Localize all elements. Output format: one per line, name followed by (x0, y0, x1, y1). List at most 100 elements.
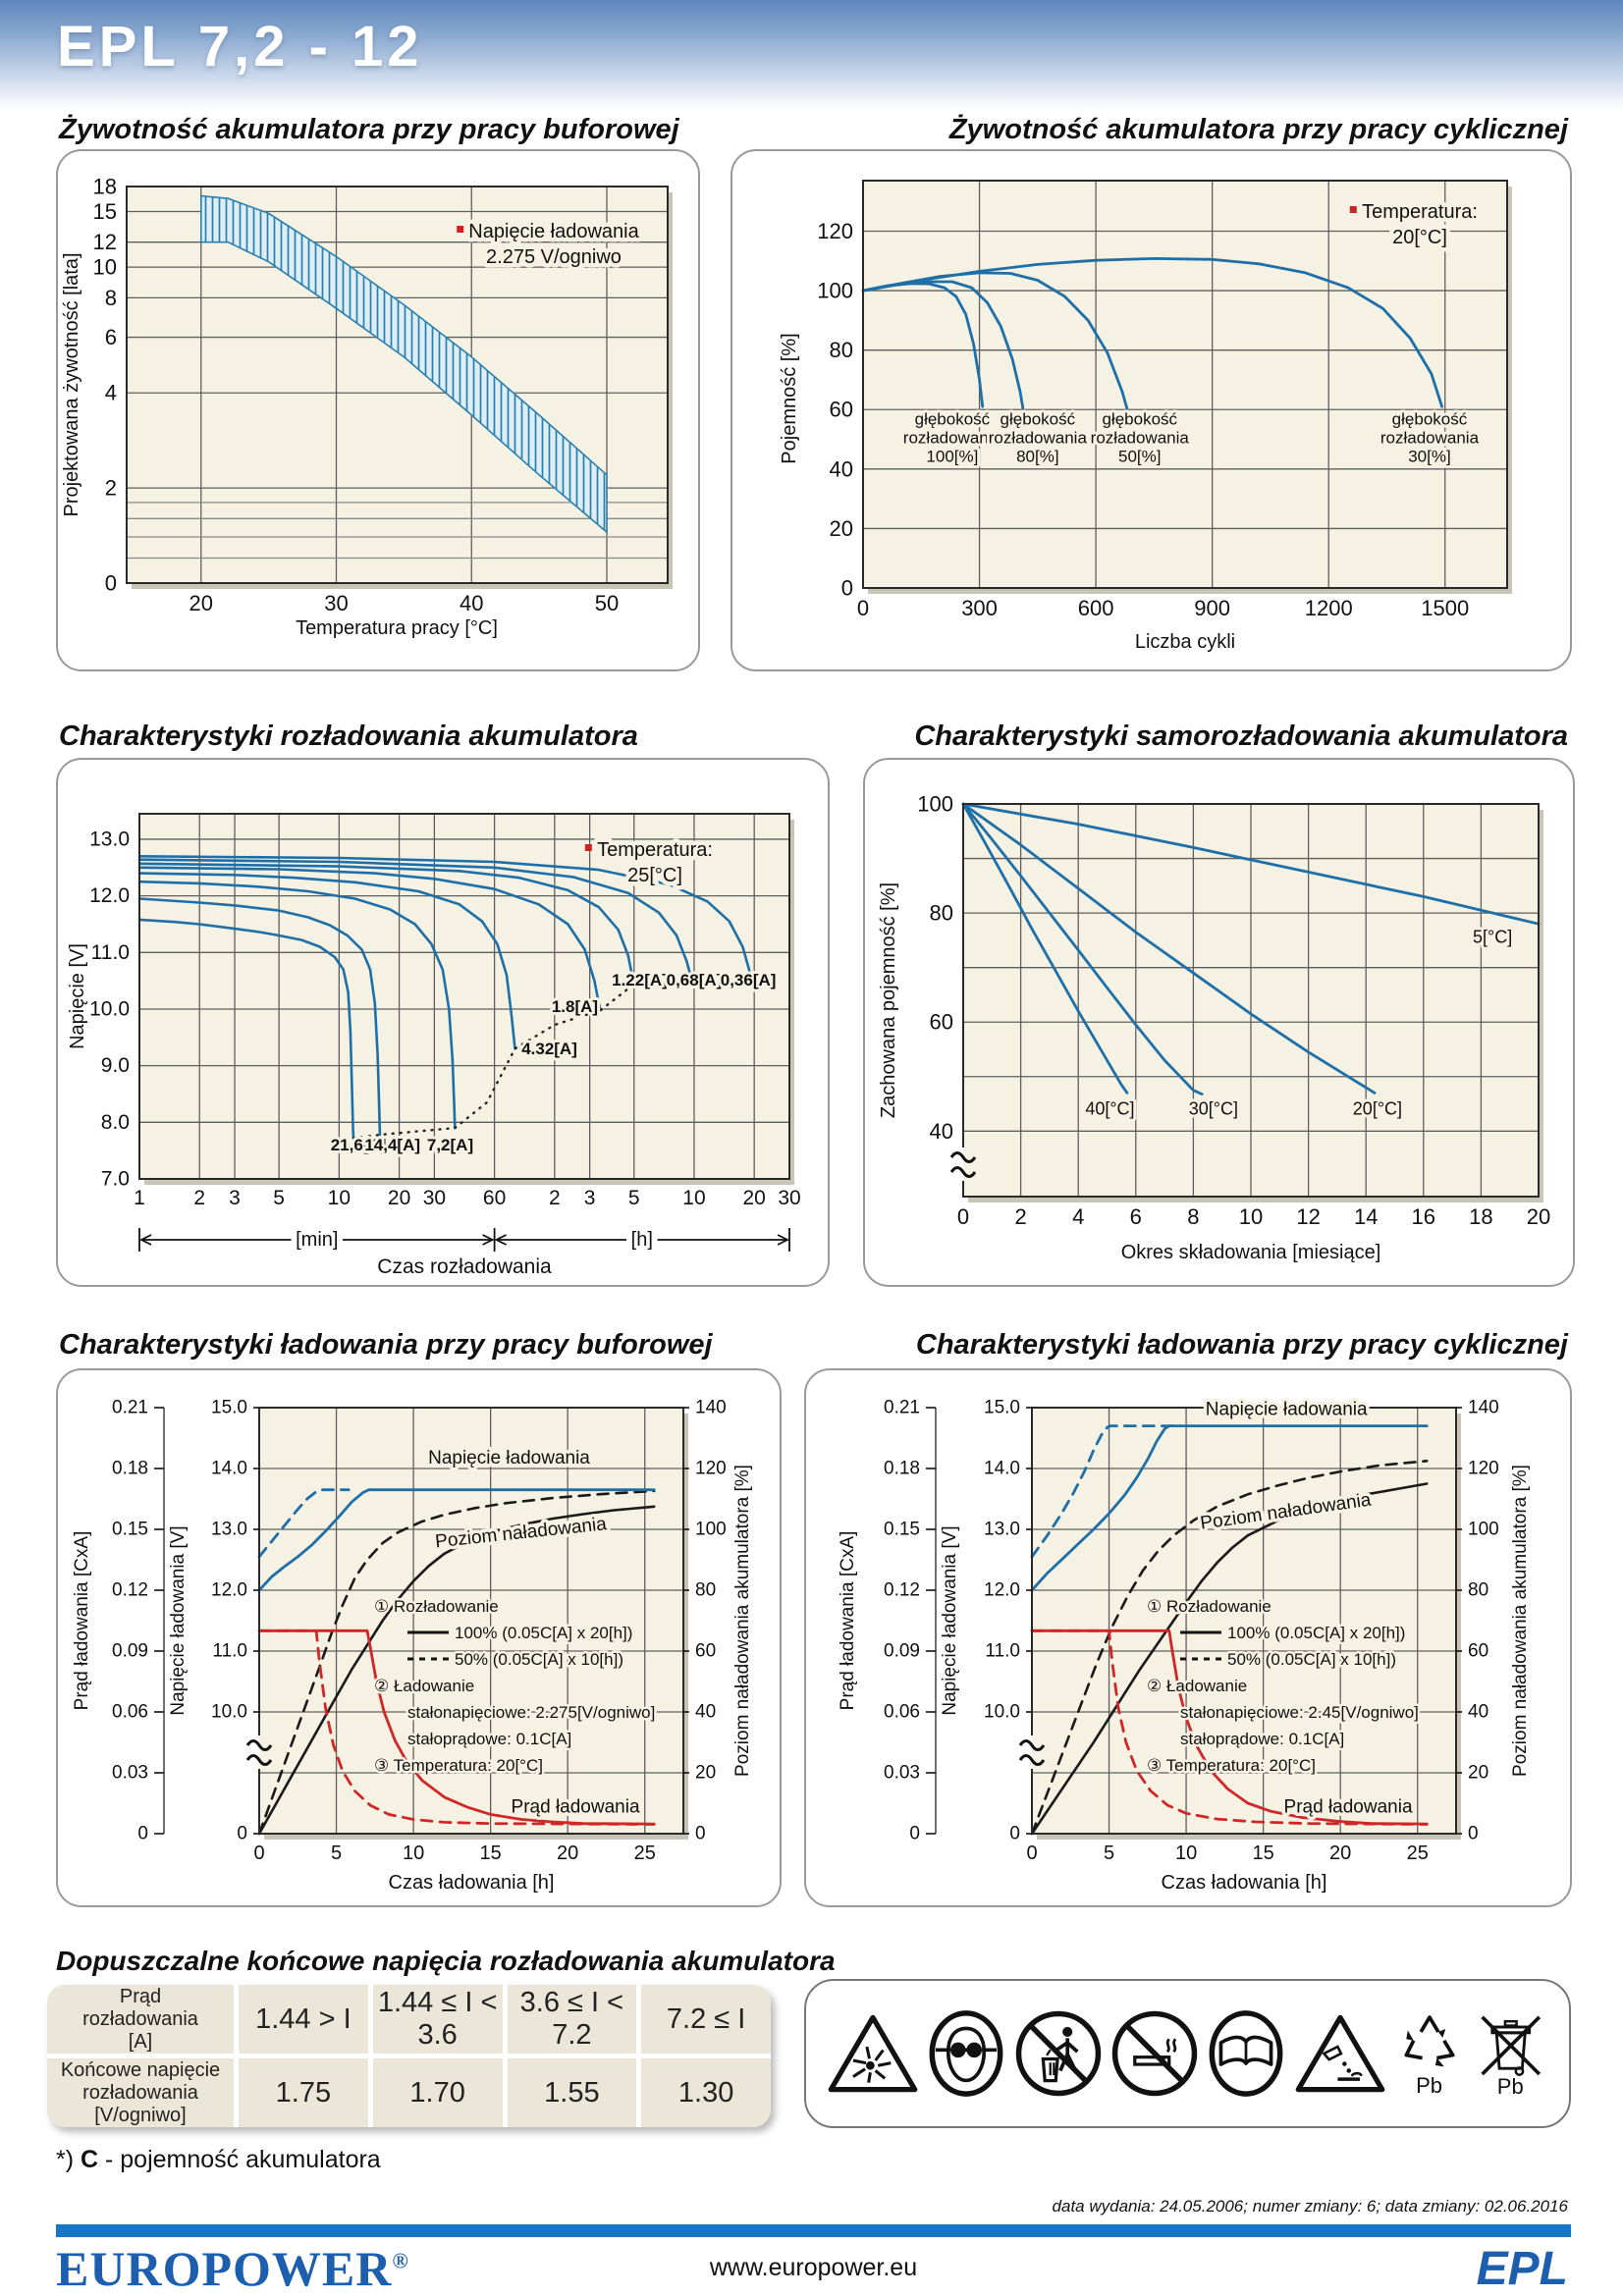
svg-text:2: 2 (105, 476, 117, 501)
svg-text:rozładowania: rozładowania (1091, 428, 1190, 447)
svg-text:Napięcie ładowania [V]: Napięcie ładowania [V] (168, 1525, 189, 1715)
svg-text:100: 100 (695, 1520, 727, 1540)
svg-text:0: 0 (137, 1824, 148, 1844)
svg-text:20: 20 (695, 1763, 716, 1784)
charge-buffer-chart: 0.21 0.18 0.15 0.12 0.09 0.06 0.03 0 15.0 14.0 13.… (72, 1398, 753, 1895)
svg-text:0.06: 0.06 (884, 1702, 920, 1723)
svg-text:60: 60 (1468, 1641, 1488, 1662)
svg-text:14: 14 (1354, 1204, 1378, 1229)
svg-text:głębokość: głębokość (915, 409, 991, 428)
chart-title-self-discharge: Charakterystyki samorozładowania akumula… (914, 721, 1568, 752)
svg-text:80: 80 (1468, 1580, 1488, 1601)
svg-text:100: 100 (817, 279, 853, 303)
svg-text:10: 10 (1239, 1204, 1263, 1229)
svg-text:20: 20 (830, 516, 853, 541)
svg-text:Liczba cykli: Liczba cykli (1135, 631, 1235, 653)
svg-text:0: 0 (957, 1204, 969, 1229)
svg-text:40: 40 (830, 456, 853, 481)
svg-text:0.12: 0.12 (884, 1580, 920, 1601)
svg-text:② Ładowanie: ② Ładowanie (1147, 1677, 1247, 1695)
svg-text:Prąd ładowania: Prąd ładowania (512, 1796, 640, 1817)
svg-text:0,68[A]: 0,68[A] (667, 971, 723, 989)
no-littering-icon (1013, 2008, 1104, 2099)
end-voltage-table: Prąd rozładowania [A] 1.44 > I 1.44 ≤ I … (47, 1985, 771, 2127)
no-smoking-icon (1109, 2008, 1200, 2099)
svg-text:5[°C]: 5[°C] (1473, 928, 1512, 947)
svg-text:głębokość: głębokość (1392, 409, 1468, 428)
svg-text:11.0: 11.0 (212, 1641, 247, 1662)
table-cell: 1.75 (239, 2058, 368, 2127)
discharge-chart: 13.0 12.0 11.0 10.0 9.0 8.0 7.01 2 3 5 10 20 30 60 2 3 5… (67, 813, 801, 1278)
svg-text:Napięcie ładowania [V]: Napięcie ładowania [V] (940, 1525, 960, 1715)
corrosive-hazard-icon (1293, 2008, 1387, 2099)
svg-text:0.21: 0.21 (884, 1398, 920, 1418)
chart-title-charge-cyclic: Charakterystyki ładowania przy pracy cyk… (915, 1329, 1568, 1361)
svg-text:6: 6 (1130, 1204, 1142, 1229)
svg-text:1.22[A]: 1.22[A] (612, 971, 668, 989)
svg-text:③ Temperatura: 20[°C]: ③ Temperatura: 20[°C] (1147, 1756, 1316, 1775)
eye-protection-icon (925, 2006, 1007, 2101)
svg-text:50: 50 (595, 591, 619, 615)
svg-text:0: 0 (105, 571, 117, 596)
svg-text:0.15: 0.15 (112, 1520, 148, 1540)
panel-buffer-life: 18 15 12 10 8 6 4 2 0 20 30 40 50 Temperatura pracy [… (56, 149, 700, 671)
svg-text:[min]: [min] (296, 1229, 338, 1251)
svg-text:20: 20 (743, 1187, 766, 1209)
svg-text:Temperatura pracy [°C]: Temperatura pracy [°C] (296, 617, 498, 639)
svg-text:rozładowania: rozładowania (989, 428, 1088, 447)
svg-text:0.12: 0.12 (112, 1580, 148, 1601)
svg-text:120: 120 (1468, 1459, 1499, 1479)
svg-text:14.0: 14.0 (211, 1459, 247, 1479)
svg-text:60: 60 (830, 398, 853, 422)
series-label: EPL (1476, 2243, 1568, 2295)
svg-text:2: 2 (193, 1187, 205, 1209)
svg-text:Napięcie ładowania: Napięcie ładowania (468, 221, 639, 242)
svg-text:30[°C]: 30[°C] (1189, 1099, 1238, 1119)
recycle-pb-label: Pb (1416, 2073, 1443, 2098)
svg-text:30: 30 (778, 1187, 800, 1209)
svg-text:rozładowania: rozładowania (903, 428, 1002, 447)
svg-text:0.21: 0.21 (112, 1398, 148, 1418)
revision-info: data wydania: 24.05.2006; numer zmiany: … (1052, 2197, 1568, 2216)
svg-text:1: 1 (134, 1187, 145, 1209)
svg-text:10.0: 10.0 (89, 997, 130, 1020)
svg-text:0.18: 0.18 (884, 1459, 920, 1479)
panel-charge-buffer: 0.21 0.18 0.15 0.12 0.09 0.06 0.03 0 15.0 14.0 13.… (56, 1368, 782, 1907)
svg-text:0: 0 (253, 1842, 264, 1864)
panel-self-discharge: 100 80 60 40 0 2 4 6 8 10 12 14 16 18 20 Okres składowa… (863, 758, 1575, 1287)
chart-title-cyclic-life: Żywotność akumulatora przy pracy cyklicz… (948, 114, 1568, 145)
svg-text:5: 5 (331, 1842, 342, 1864)
svg-text:15: 15 (1253, 1842, 1274, 1864)
svg-text:40: 40 (460, 591, 483, 615)
svg-text:Prąd ładowania: Prąd ładowania (1284, 1796, 1413, 1817)
svg-text:100: 100 (1468, 1520, 1499, 1540)
svg-text:głębokość: głębokość (1001, 409, 1076, 428)
svg-text:11.0: 11.0 (91, 941, 130, 964)
svg-text:40: 40 (930, 1119, 953, 1144)
svg-text:50% (0.05C[A] x 10[h]): 50% (0.05C[A] x 10[h]) (455, 1650, 623, 1669)
svg-text:Napięcie [V]: Napięcie [V] (67, 943, 88, 1049)
svg-text:① Rozładowanie: ① Rozładowanie (374, 1597, 499, 1616)
page-title: EPL 7,2 - 12 (57, 15, 423, 79)
svg-text:0.15: 0.15 (884, 1520, 920, 1540)
bin-pb-label: Pb (1496, 2074, 1524, 2099)
svg-text:100% (0.05C[A] x 20[h]): 100% (0.05C[A] x 20[h]) (1227, 1624, 1405, 1642)
svg-text:900: 900 (1194, 596, 1230, 620)
svg-text:Czas rozładowania: Czas rozładowania (377, 1255, 552, 1278)
explosion-hazard-icon (826, 2008, 920, 2099)
table-cell: 1.44 > I (239, 1985, 368, 2054)
svg-text:2: 2 (1014, 1204, 1026, 1229)
svg-text:140: 140 (695, 1398, 727, 1418)
svg-text:80: 80 (930, 901, 953, 926)
panel-charge-cyclic: 0.21 0.18 0.15 0.12 0.09 0.06 0.03 0 15.0 14.0 13.… (804, 1368, 1572, 1907)
svg-text:80[%]: 80[%] (1016, 447, 1058, 465)
svg-text:Prąd ładowania [CxA]: Prąd ładowania [CxA] (72, 1531, 92, 1711)
svg-text:10: 10 (403, 1842, 424, 1864)
svg-text:Temperatura:: Temperatura: (597, 839, 713, 861)
no-trash-lead-icon: Pb (1471, 2007, 1549, 2100)
svg-text:16: 16 (1412, 1204, 1435, 1229)
end-voltage-table-title: Dopuszczalne końcowe napięcia rozładowan… (56, 1946, 836, 1976)
charge-cyclic-chart: 0.21 0.18 0.15 0.12 0.09 0.06 0.03 0 15.0 14.0 13.… (838, 1396, 1531, 1894)
svg-text:1.8[A]: 1.8[A] (552, 997, 598, 1016)
svg-text:13.0: 13.0 (984, 1520, 1020, 1540)
